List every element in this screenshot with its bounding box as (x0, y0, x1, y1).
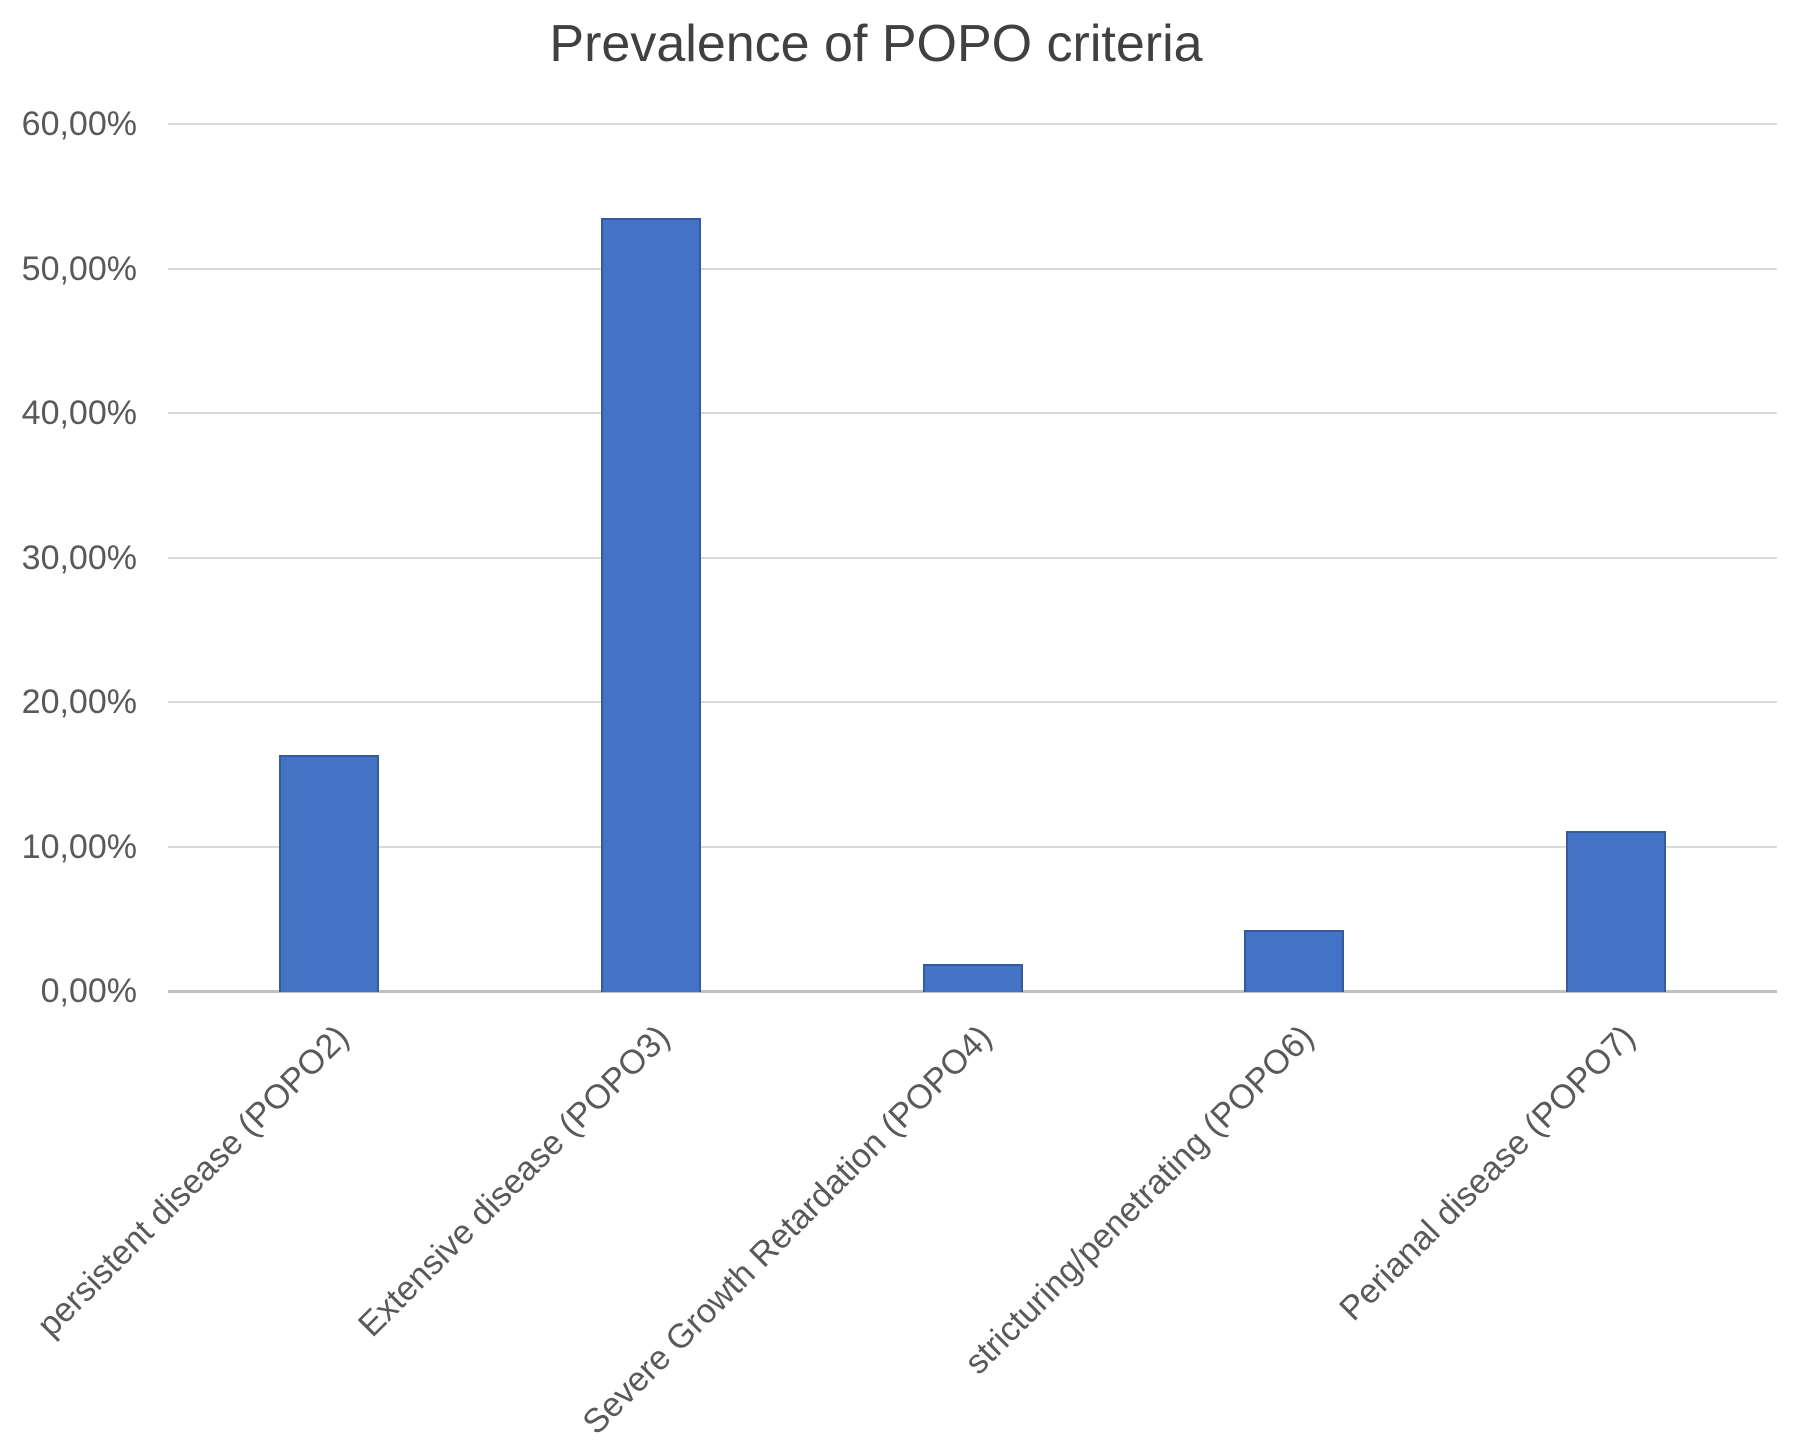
gridline (168, 267, 1777, 270)
y-axis-tick-label: 0,00% (40, 972, 137, 1010)
y-axis-tick-label: 40,00% (21, 394, 137, 432)
y-axis-tick-label: 10,00% (21, 827, 137, 866)
gridline (168, 123, 1777, 125)
x-axis-category-label: Extensive disease (POPO3) (351, 1018, 678, 1345)
y-axis-tick-label: 20,00% (21, 683, 137, 721)
x-axis-category-label: Perianal disease (POPO7) (1332, 1018, 1643, 1329)
y-axis-tick-label: 60,00% (21, 105, 137, 143)
chart-title: Prevalence of POPO criteria (549, 15, 1203, 73)
bar (922, 963, 1023, 992)
gridline (168, 412, 1777, 414)
gridline (168, 701, 1777, 703)
y-axis-tick-label: 50,00% (21, 249, 137, 288)
y-axis-tick-label: 30,00% (21, 538, 137, 577)
x-axis-category-label: persistent disease (POPO2) (29, 1018, 356, 1345)
bar (278, 755, 379, 992)
bar (1566, 830, 1667, 992)
gridline (168, 556, 1777, 559)
gridline (168, 845, 1777, 848)
bar (1244, 930, 1345, 992)
bar (600, 217, 701, 992)
x-axis-category-label: stricturing/penetrating (POPO6) (957, 1018, 1322, 1382)
